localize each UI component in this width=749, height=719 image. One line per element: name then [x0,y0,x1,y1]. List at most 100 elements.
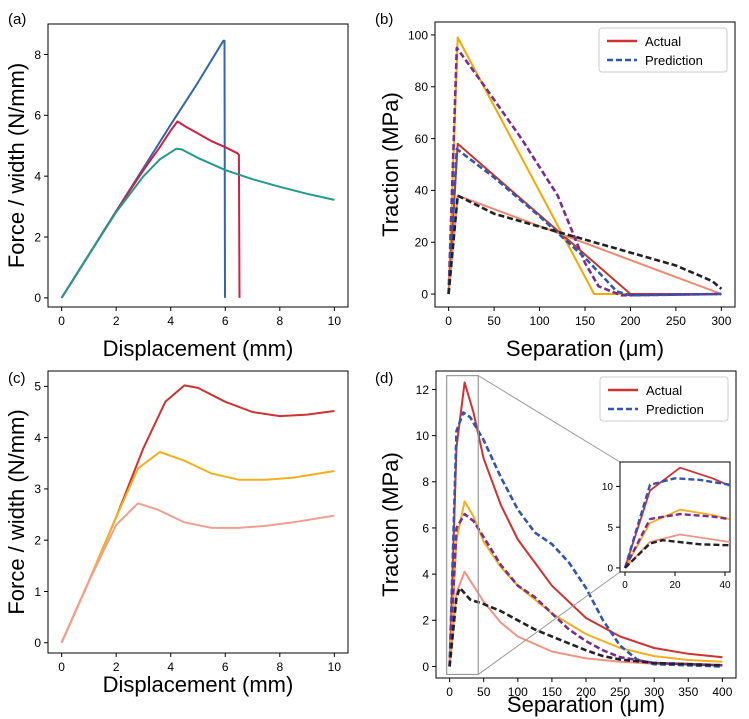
y-tick-label: 100 [408,28,428,42]
x-tick-label: 6 [222,314,229,328]
x-tick-label: 0 [58,314,65,328]
legend-label: Prediction [646,402,704,417]
y-tick-label: 2 [422,614,429,628]
y-tick-label: 3 [34,482,41,496]
x-tick-label: 250 [610,685,630,699]
y-tick-label: 2 [34,534,41,548]
x-tick-label: 300 [644,685,664,699]
y-tick-label: 12 [416,383,430,397]
y-tick-label: 0 [34,291,41,305]
x-tick-label: 100 [530,314,550,328]
x-tick-label: 8 [276,660,283,674]
y-tick-label: 0 [607,564,613,575]
panel-0: 0 2 4 6 8 10 0 2 4 6 8 (a) Displacement (mm) Force / … [4,11,349,361]
x-tick-label: 50 [477,685,491,699]
series-line-pred-3.3 [448,586,723,667]
x-tick-label: 200 [576,685,596,699]
x-tick-label: 150 [575,314,595,328]
x-tick-label: 10 [328,660,342,674]
x-tick-label: 250 [666,314,686,328]
zoom-connector [478,375,621,463]
x-axis-label: Separation (μm) [506,336,664,361]
x-tick-label: 400 [712,685,732,699]
axes-frame [47,370,349,654]
x-tick-label: 200 [620,314,640,328]
y-tick-label: 4 [34,169,41,183]
series-line-actual-4 [448,570,723,667]
x-axis-label: Displacement (mm) [103,672,294,697]
y-axis-label: Traction (MPa) [378,452,403,597]
x-axis-label: Separation (μm) [507,692,665,717]
series-line-actual-12 [624,466,730,569]
series-line-pred-11 [623,477,730,569]
x-tick-label: 0 [446,685,453,699]
y-tick-label: 5 [34,380,41,394]
legend-label: Prediction [645,53,703,68]
x-tick-label: 350 [678,685,698,699]
panel-1: 0 50 100 150 200 250 300 0 20 40 60 80 100 (b) Separat… [375,11,736,361]
series-line-actual-4 [624,533,730,569]
y-tick-label: 10 [602,482,614,493]
axes-frame [47,23,349,308]
x-tick-label: 2 [113,660,120,674]
y-tick-label: 0 [422,660,429,674]
y-tick-label: 2 [34,230,41,244]
x-tick-label: 20 [669,580,681,591]
x-tick-label: 100 [508,685,528,699]
y-tick-label: 4 [34,431,41,445]
y-tick-label: 60 [415,132,429,146]
y-axis-label: Force / width (N/mm) [4,63,29,268]
y-tick-label: 0 [421,287,428,301]
x-tick-label: 40 [719,580,731,591]
y-tick-label: 6 [422,521,429,535]
series-line-low [60,502,335,644]
panel-label: (a) [8,11,26,28]
series-line-actual-7 [624,508,730,569]
y-tick-label: 8 [34,48,41,62]
x-tick-label: 150 [542,685,562,699]
x-tick-label: 8 [276,314,283,328]
x-tick-label: 4 [167,660,174,674]
y-tick-label: 8 [422,475,429,489]
x-tick-label: 0 [622,580,628,591]
series-line-high [60,384,335,644]
x-axis-label: Displacement (mm) [103,336,294,361]
y-tick-label: 0 [34,636,41,650]
x-tick-label: 10 [328,314,342,328]
y-tick-label: 5 [607,523,613,534]
series-line-actual-38 [447,194,722,295]
x-tick-label: 50 [487,314,501,328]
panel-d-inset: 0 20 40 0 5 10 [602,461,731,591]
zoom-connector [477,571,621,675]
y-tick-label: 6 [34,109,41,123]
series-line-actual-12 [448,381,723,667]
x-tick-label: 0 [58,660,65,674]
series-line-pred-58 [447,147,722,297]
y-tick-label: 10 [416,429,430,443]
legend-label: Actual [645,34,681,49]
series-line-mid [60,120,241,299]
y-tick-label: 40 [415,184,429,198]
y-axis-label: Force / width (N/mm) [4,409,29,614]
x-tick-label: 0 [445,314,452,328]
y-tick-label: 4 [422,567,429,581]
series-line-pred-100 [447,46,722,297]
series-line-mid [60,451,335,644]
x-tick-label: 2 [113,314,120,328]
panel-label: (d) [375,370,393,387]
series-line-pred-38 [447,194,723,295]
y-tick-label: 80 [415,80,429,94]
panel-2: 0 2 4 6 8 10 0 1 2 3 4 5 (c) Displacement (mm) Force /… [4,370,349,697]
zoom-region-box [446,375,479,676]
legend-label: Actual [646,383,682,398]
panel-label: (b) [375,11,393,28]
x-tick-label: 300 [711,314,731,328]
x-tick-label: 6 [222,660,229,674]
panel-label: (c) [8,370,26,387]
y-axis-label: Traction (MPa) [378,92,403,237]
legend: Actual Prediction [598,27,728,73]
y-tick-label: 20 [415,236,429,250]
series-line-low [60,147,335,299]
y-tick-label: 1 [34,585,41,599]
